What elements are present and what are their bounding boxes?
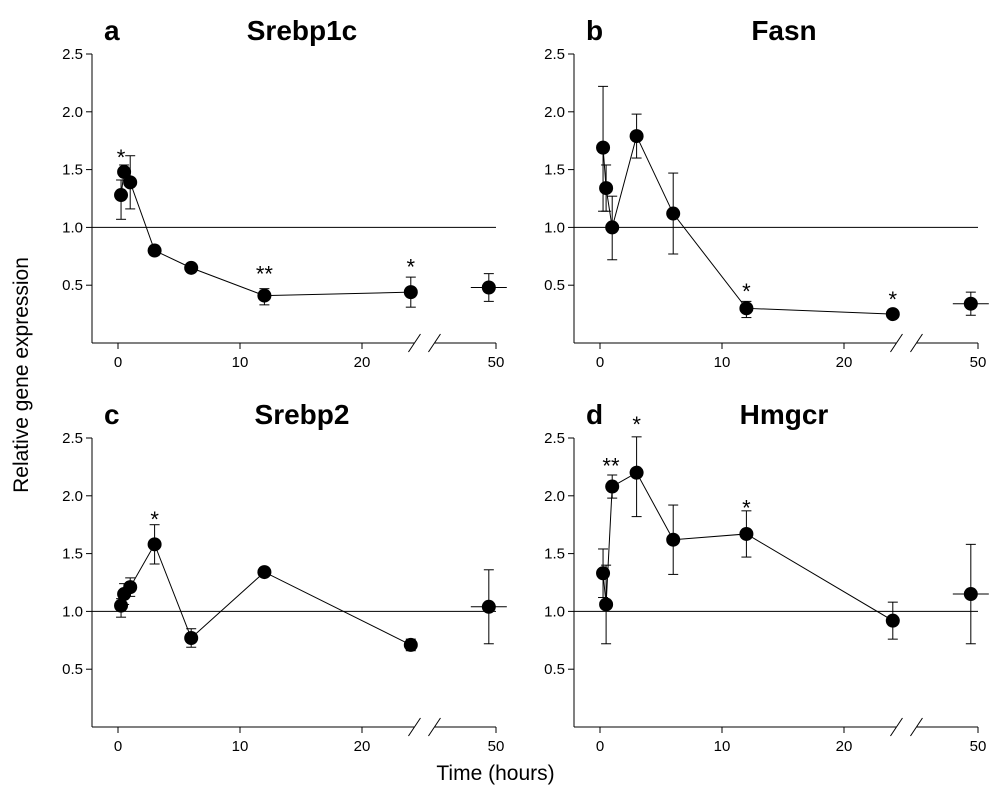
y-tick-label: 2.5 bbox=[544, 46, 565, 63]
axis-break-mark bbox=[890, 717, 903, 737]
panel-title: Srebp2 bbox=[255, 399, 350, 430]
data-point bbox=[963, 587, 978, 602]
data-point bbox=[257, 565, 272, 580]
y-tick-label: 1.0 bbox=[62, 603, 83, 620]
x-tick-label: 10 bbox=[714, 354, 731, 371]
significance-marker: * bbox=[742, 279, 751, 304]
data-point bbox=[739, 526, 754, 541]
x-tick-label: 20 bbox=[836, 738, 853, 755]
panel-title: Fasn bbox=[751, 15, 816, 46]
axis-break-mark bbox=[910, 333, 923, 353]
y-tick-label: 1.5 bbox=[62, 162, 83, 179]
x-tick-label: 20 bbox=[354, 354, 371, 371]
y-tick-label: 0.5 bbox=[544, 661, 565, 678]
panel-letter: a bbox=[104, 15, 120, 46]
data-point bbox=[599, 597, 614, 612]
data-point bbox=[885, 613, 900, 628]
data-point bbox=[117, 164, 132, 179]
significance-marker: * bbox=[889, 287, 898, 312]
data-point bbox=[481, 599, 496, 614]
panel-letter: b bbox=[586, 15, 603, 46]
axis-break-mark bbox=[408, 717, 421, 737]
data-point bbox=[596, 140, 611, 155]
significance-marker: ** bbox=[256, 262, 274, 287]
shared-y-axis-label: Relative gene expression bbox=[10, 257, 33, 493]
x-tick-label: 10 bbox=[232, 738, 249, 755]
data-point bbox=[147, 537, 162, 552]
data-point bbox=[666, 532, 681, 547]
y-tick-label: 0.5 bbox=[62, 661, 83, 678]
y-tick-label: 1.5 bbox=[544, 546, 565, 563]
data-point bbox=[629, 465, 644, 480]
y-axis-label-text: Relative gene expression bbox=[10, 257, 33, 493]
data-point bbox=[123, 175, 138, 190]
y-tick-label: 2.5 bbox=[62, 46, 83, 63]
data-point bbox=[599, 181, 614, 196]
data-point bbox=[114, 598, 129, 613]
significance-marker: * bbox=[407, 255, 416, 280]
data-point bbox=[147, 243, 162, 258]
axis-break-mark bbox=[408, 333, 421, 353]
significance-marker: ** bbox=[602, 454, 620, 479]
data-point bbox=[184, 260, 199, 275]
data-point bbox=[739, 301, 754, 316]
data-point bbox=[481, 280, 496, 295]
x-tick-label: 0 bbox=[114, 354, 122, 371]
y-tick-label: 1.5 bbox=[62, 546, 83, 563]
axis-break-mark bbox=[428, 717, 441, 737]
data-point bbox=[184, 630, 199, 645]
y-tick-label: 1.0 bbox=[544, 219, 565, 236]
y-tick-label: 1.0 bbox=[62, 219, 83, 236]
axis-break-mark bbox=[890, 333, 903, 353]
data-point bbox=[114, 188, 129, 203]
significance-marker: * bbox=[742, 495, 751, 520]
y-tick-label: 2.5 bbox=[544, 430, 565, 447]
y-tick-label: 1.5 bbox=[544, 162, 565, 179]
y-tick-label: 2.0 bbox=[544, 488, 565, 505]
data-point bbox=[123, 580, 138, 595]
x-tick-label: 50 bbox=[970, 738, 987, 755]
y-tick-label: 0.5 bbox=[62, 277, 83, 294]
panel-letter: d bbox=[586, 399, 603, 430]
axis-break-mark bbox=[910, 717, 923, 737]
y-tick-label: 2.0 bbox=[544, 104, 565, 121]
significance-marker: * bbox=[632, 412, 641, 437]
y-tick-label: 2.0 bbox=[62, 104, 83, 121]
panel-letter: c bbox=[104, 399, 120, 430]
data-point bbox=[629, 129, 644, 144]
x-tick-label: 0 bbox=[596, 354, 604, 371]
x-tick-label: 0 bbox=[596, 738, 604, 755]
panel-title: Srebp1c bbox=[247, 15, 358, 46]
x-tick-label: 20 bbox=[836, 354, 853, 371]
x-tick-label: 10 bbox=[714, 738, 731, 755]
x-tick-label: 0 bbox=[114, 738, 122, 755]
axis-break-mark bbox=[428, 333, 441, 353]
shared-x-axis-label: Time (hours) bbox=[436, 762, 555, 785]
data-point bbox=[403, 285, 418, 300]
data-point bbox=[963, 296, 978, 311]
y-tick-label: 2.5 bbox=[62, 430, 83, 447]
y-tick-label: 2.0 bbox=[62, 488, 83, 505]
y-tick-label: 1.0 bbox=[544, 603, 565, 620]
x-tick-label: 50 bbox=[970, 354, 987, 371]
data-point bbox=[596, 566, 611, 581]
panel-title: Hmgcr bbox=[740, 399, 829, 430]
data-point bbox=[605, 220, 620, 235]
series-line bbox=[120, 543, 412, 646]
significance-marker: * bbox=[117, 145, 126, 170]
data-point bbox=[666, 206, 681, 221]
data-point bbox=[403, 637, 418, 652]
data-point bbox=[605, 479, 620, 494]
x-tick-label: 50 bbox=[488, 738, 505, 755]
data-point bbox=[885, 307, 900, 322]
data-point bbox=[257, 288, 272, 303]
y-tick-label: 0.5 bbox=[544, 277, 565, 294]
x-tick-label: 20 bbox=[354, 738, 371, 755]
x-tick-label: 10 bbox=[232, 354, 249, 371]
x-tick-label: 50 bbox=[488, 354, 505, 371]
significance-marker: * bbox=[150, 507, 159, 532]
